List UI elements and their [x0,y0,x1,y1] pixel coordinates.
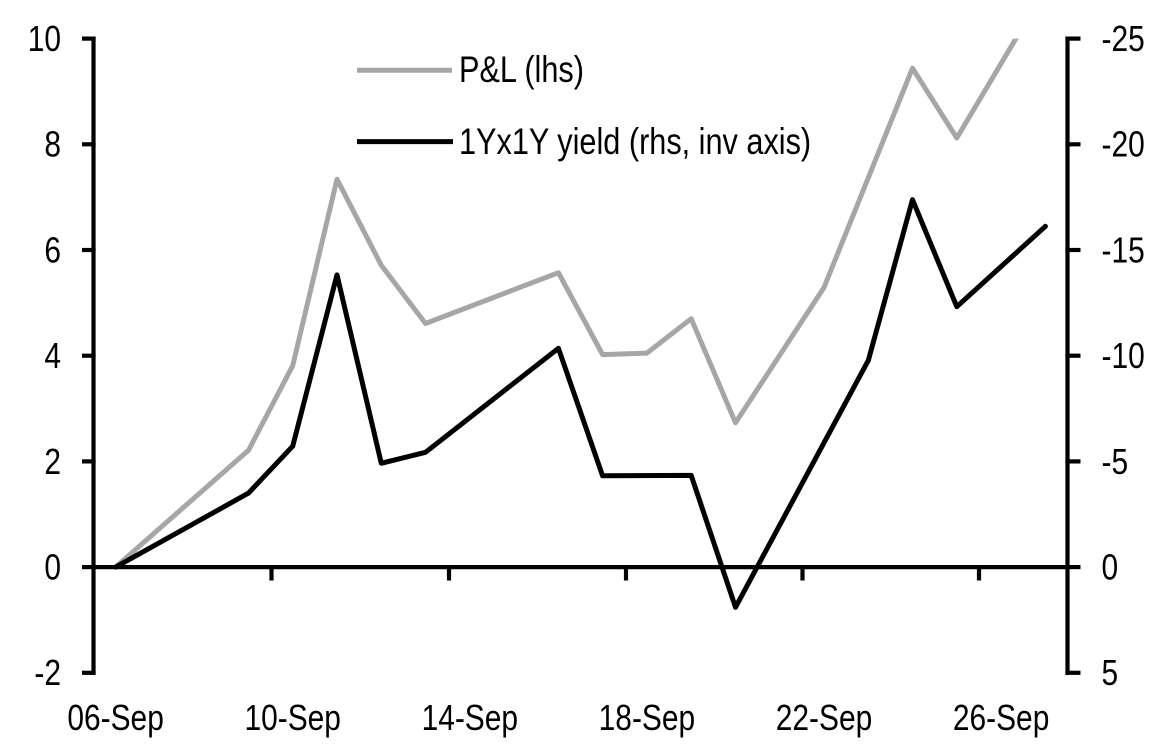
svg-text:22-Sep: 22-Sep [776,698,872,738]
svg-text:-15: -15 [1102,231,1145,271]
svg-text:14-Sep: 14-Sep [422,698,518,738]
svg-text:06-Sep: 06-Sep [67,698,163,738]
svg-text:2: 2 [44,442,61,482]
svg-text:0: 0 [44,548,61,588]
svg-text:8: 8 [44,125,61,165]
svg-text:-2: -2 [34,653,61,693]
svg-text:-5: -5 [1102,442,1129,482]
svg-text:18-Sep: 18-Sep [599,698,695,738]
svg-text:10: 10 [28,19,61,59]
svg-text:6: 6 [44,231,61,271]
svg-text:10-Sep: 10-Sep [244,698,340,738]
svg-text:1Yx1Y yield (rhs, inv axis): 1Yx1Y yield (rhs, inv axis) [459,121,811,163]
svg-text:26-Sep: 26-Sep [953,698,1049,738]
svg-text:-10: -10 [1102,336,1145,376]
svg-text:5: 5 [1102,653,1119,693]
svg-text:-25: -25 [1102,19,1145,59]
svg-text:0: 0 [1102,548,1119,588]
svg-text:4: 4 [44,336,61,376]
svg-text:P&L (lhs): P&L (lhs) [459,49,584,91]
svg-text:-20: -20 [1102,125,1145,165]
